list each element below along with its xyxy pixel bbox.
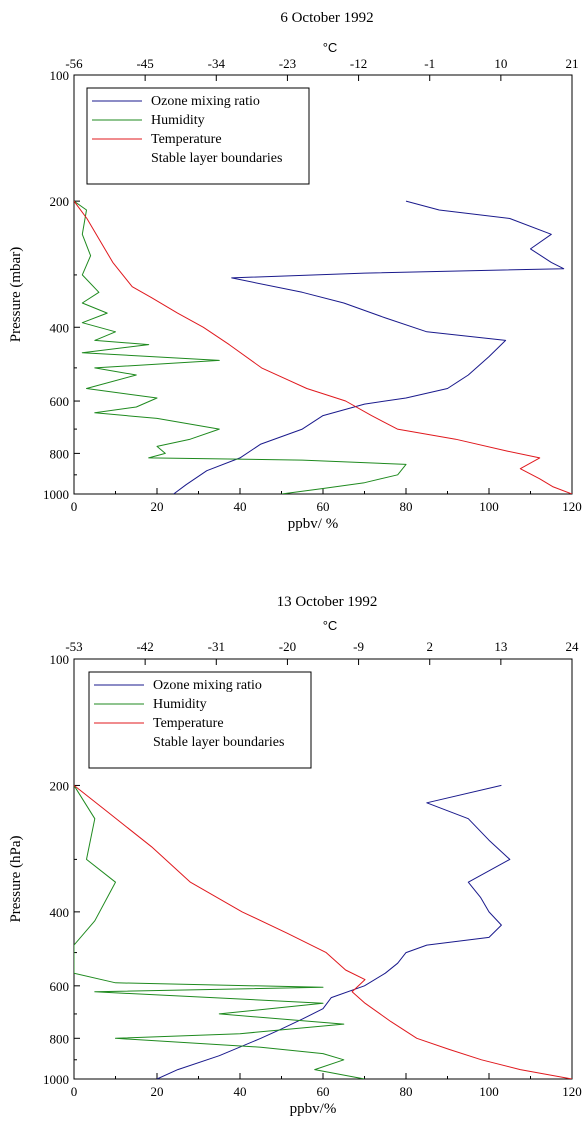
x-axis-label: ppbv/% [290, 1101, 337, 1117]
top-tick-label: -1 [424, 56, 435, 71]
y-axis-label: Pressure (hPa) [8, 835, 24, 922]
x-tick-label: 80 [400, 499, 413, 514]
x-tick-label: 120 [562, 499, 582, 514]
legend-label: Stable layer boundaries [151, 151, 282, 166]
top-tick-label: 2 [426, 639, 433, 654]
x-axis-label: ppbv/ % [288, 516, 338, 532]
x-tick-label: 20 [151, 499, 164, 514]
x-tick-label: 100 [479, 499, 499, 514]
y-tick-label: 100 [50, 652, 70, 667]
y-axis-label: Pressure (mbar) [8, 247, 24, 342]
y-tick-label: 400 [50, 905, 70, 920]
legend-label: Ozone mixing ratio [151, 94, 260, 109]
top-tick-label: -9 [353, 639, 364, 654]
legend-label: Ozone mixing ratio [153, 678, 262, 693]
top-tick-label: -56 [65, 56, 83, 71]
top-tick-label: -23 [279, 56, 296, 71]
top-axis-label: °C [323, 40, 338, 55]
x-tick-label: 60 [317, 499, 330, 514]
series-ozone-mixing-ratio-line [156, 784, 511, 1079]
y-tick-label: 1000 [43, 1072, 69, 1087]
x-tick-label: 120 [562, 1084, 582, 1099]
legend-label: Stable layer boundaries [153, 735, 284, 750]
y-tick-label: 600 [50, 979, 70, 994]
top-tick-label: -12 [350, 56, 367, 71]
y-tick-label: 800 [50, 446, 70, 461]
x-tick-label: 0 [71, 499, 78, 514]
top-tick-label: -42 [136, 639, 153, 654]
series-ozone-mixing-ratio-line [173, 200, 565, 494]
y-tick-label: 200 [50, 194, 70, 209]
x-tick-label: 0 [71, 1084, 78, 1099]
top-tick-label: 13 [494, 639, 507, 654]
x-tick-label: 100 [479, 1084, 499, 1099]
y-tick-label: 400 [50, 320, 70, 335]
x-tick-label: 40 [234, 499, 247, 514]
series-temperature-line [74, 785, 572, 1079]
top-tick-label: -31 [208, 639, 225, 654]
y-tick-label: 200 [50, 778, 70, 793]
top-tick-label: 10 [494, 56, 507, 71]
top-tick-label: -20 [279, 639, 296, 654]
series-humidity-line [74, 785, 365, 1079]
top-tick-label: -45 [136, 56, 153, 71]
y-tick-label: 100 [50, 68, 70, 83]
x-tick-label: 80 [400, 1084, 413, 1099]
chart-2: 13 October 1992 °C 0 20 40 60 80 100 120 ppbv/% -5… [8, 594, 582, 1117]
x-tick-label: 60 [317, 1084, 330, 1099]
y-tick-label: 600 [50, 394, 70, 409]
legend-label: Temperature [153, 716, 224, 731]
series-temperature-line [74, 200, 572, 494]
legend-label: Humidity [153, 697, 207, 712]
chart-1: 6 October 1992 °C 0 20 40 60 80 100 120 ppbv/ % -5… [8, 10, 582, 532]
legend-box [88, 671, 312, 769]
top-axis-label: °C [323, 618, 338, 633]
top-tick-label: 21 [566, 56, 579, 71]
chart-title: 13 October 1992 [277, 594, 378, 610]
top-tick-label: -34 [208, 56, 226, 71]
series-humidity-line [74, 200, 407, 494]
legend-label: Temperature [151, 132, 222, 147]
legend-label: Humidity [151, 113, 205, 128]
y-tick-label: 800 [50, 1031, 70, 1046]
legend-box [86, 87, 310, 185]
x-tick-label: 40 [234, 1084, 247, 1099]
x-tick-label: 20 [151, 1084, 164, 1099]
chart-title: 6 October 1992 [280, 10, 373, 26]
top-tick-label: 24 [566, 639, 580, 654]
top-tick-label: -53 [65, 639, 82, 654]
y-tick-label: 1000 [43, 487, 69, 502]
